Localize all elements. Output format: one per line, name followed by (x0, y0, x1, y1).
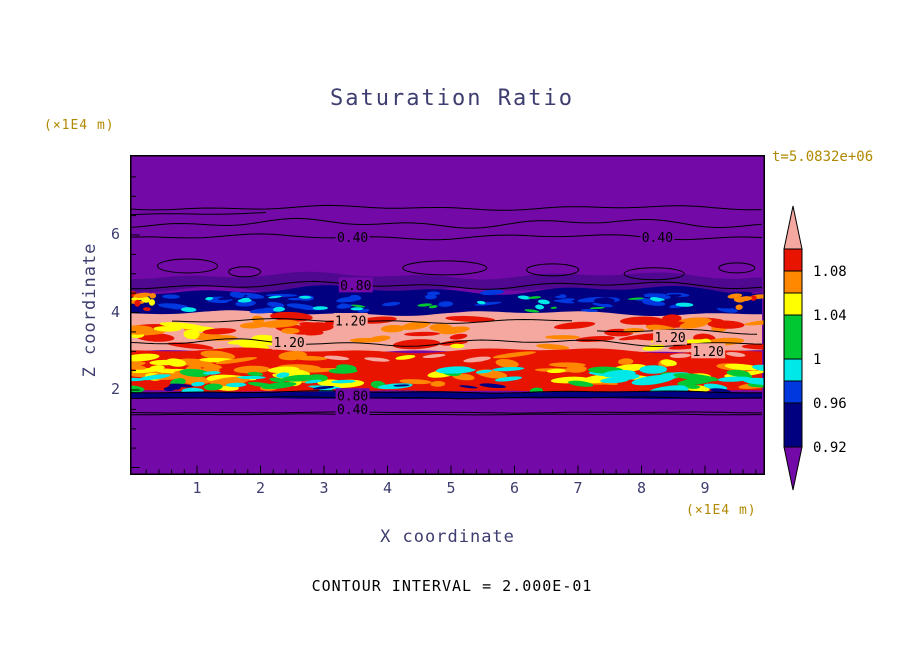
contour-value-label: 1.20 (654, 331, 685, 346)
z-axis-units-label: (×1E4 m) (44, 118, 115, 133)
colorbar-tick-label: 0.96 (813, 396, 847, 412)
contour-line (131, 280, 763, 290)
x-tick-label: 2 (255, 479, 266, 497)
x-tick-label: 8 (636, 479, 647, 497)
contour-value-label: 1.20 (273, 336, 304, 351)
closed-contour (157, 258, 218, 274)
colorbar-tick-label: 1 (813, 352, 821, 368)
contour-line (131, 396, 763, 400)
contour-value-label: 0.80 (340, 279, 371, 294)
contour-value-label: 0.40 (337, 403, 368, 418)
colorbar-bottom-arrow (783, 446, 803, 491)
x-tick-label: 3 (319, 479, 329, 497)
colorbar-segment (783, 270, 803, 294)
closed-contour (526, 263, 580, 277)
colorbar-top-arrow (783, 205, 803, 250)
contour-line (131, 204, 763, 211)
contour-line (131, 413, 762, 416)
colorbar-segment (783, 292, 803, 316)
closed-contour (623, 267, 685, 281)
x-tick-label: 6 (509, 479, 520, 497)
closed-contour (718, 262, 756, 274)
x-tick-label: 1 (192, 479, 202, 497)
x-tick-label: 9 (700, 479, 710, 497)
colorbar-segment (783, 402, 803, 448)
colorbar-segment (783, 248, 803, 272)
x-tick-label: 5 (446, 479, 456, 497)
colorbar-segment (783, 358, 803, 382)
z-tick-label: 6 (110, 225, 120, 243)
z-tick-label: 2 (110, 380, 120, 398)
contour-value-label: 1.20 (335, 315, 366, 330)
colorbar: 1.08 1.04 1 0.96 0.92 (783, 205, 847, 491)
contour-value-label: 1.20 (693, 345, 724, 360)
contour-line (131, 338, 763, 347)
contour-line (171, 317, 573, 324)
colorbar-segment (783, 380, 803, 404)
colorbar-tick-label: 1.08 (813, 264, 847, 280)
colorbar-tick-label: 1.04 (813, 308, 847, 324)
contour-value-label: 0.80 (337, 390, 368, 405)
contour-field-plot: 0.40 0.400.801.201.20 1.201.200.800.40 (130, 155, 765, 475)
contour-value-label: 0.40 (642, 231, 673, 246)
colorbar-tick-label: 0.92 (813, 440, 847, 456)
field-band-subsaturated-layer (131, 285, 762, 316)
contour-line (131, 212, 267, 216)
contour-value-label: 0.40 (337, 231, 368, 246)
x-axis-label: X coordinate (380, 527, 515, 547)
contour-line (131, 390, 763, 394)
contour-line (596, 328, 758, 335)
closed-contour (402, 260, 488, 276)
plot-frame (130, 155, 765, 475)
contour-line (131, 411, 762, 414)
contour-interval-label: CONTOUR INTERVAL = 2.000E-01 (311, 577, 593, 595)
x-tick-label: 4 (382, 479, 393, 497)
closed-contour (228, 266, 262, 278)
colorbar-segment (783, 314, 803, 360)
x-axis-units-label: (×1E4 m) (686, 503, 757, 518)
time-annotation: t=5.0832e+06 (772, 149, 874, 165)
contour-line (131, 217, 763, 229)
x-tick-label: 7 (573, 479, 583, 497)
chart-title: Saturation Ratio (330, 86, 574, 111)
z-tick-label: 4 (110, 302, 120, 321)
